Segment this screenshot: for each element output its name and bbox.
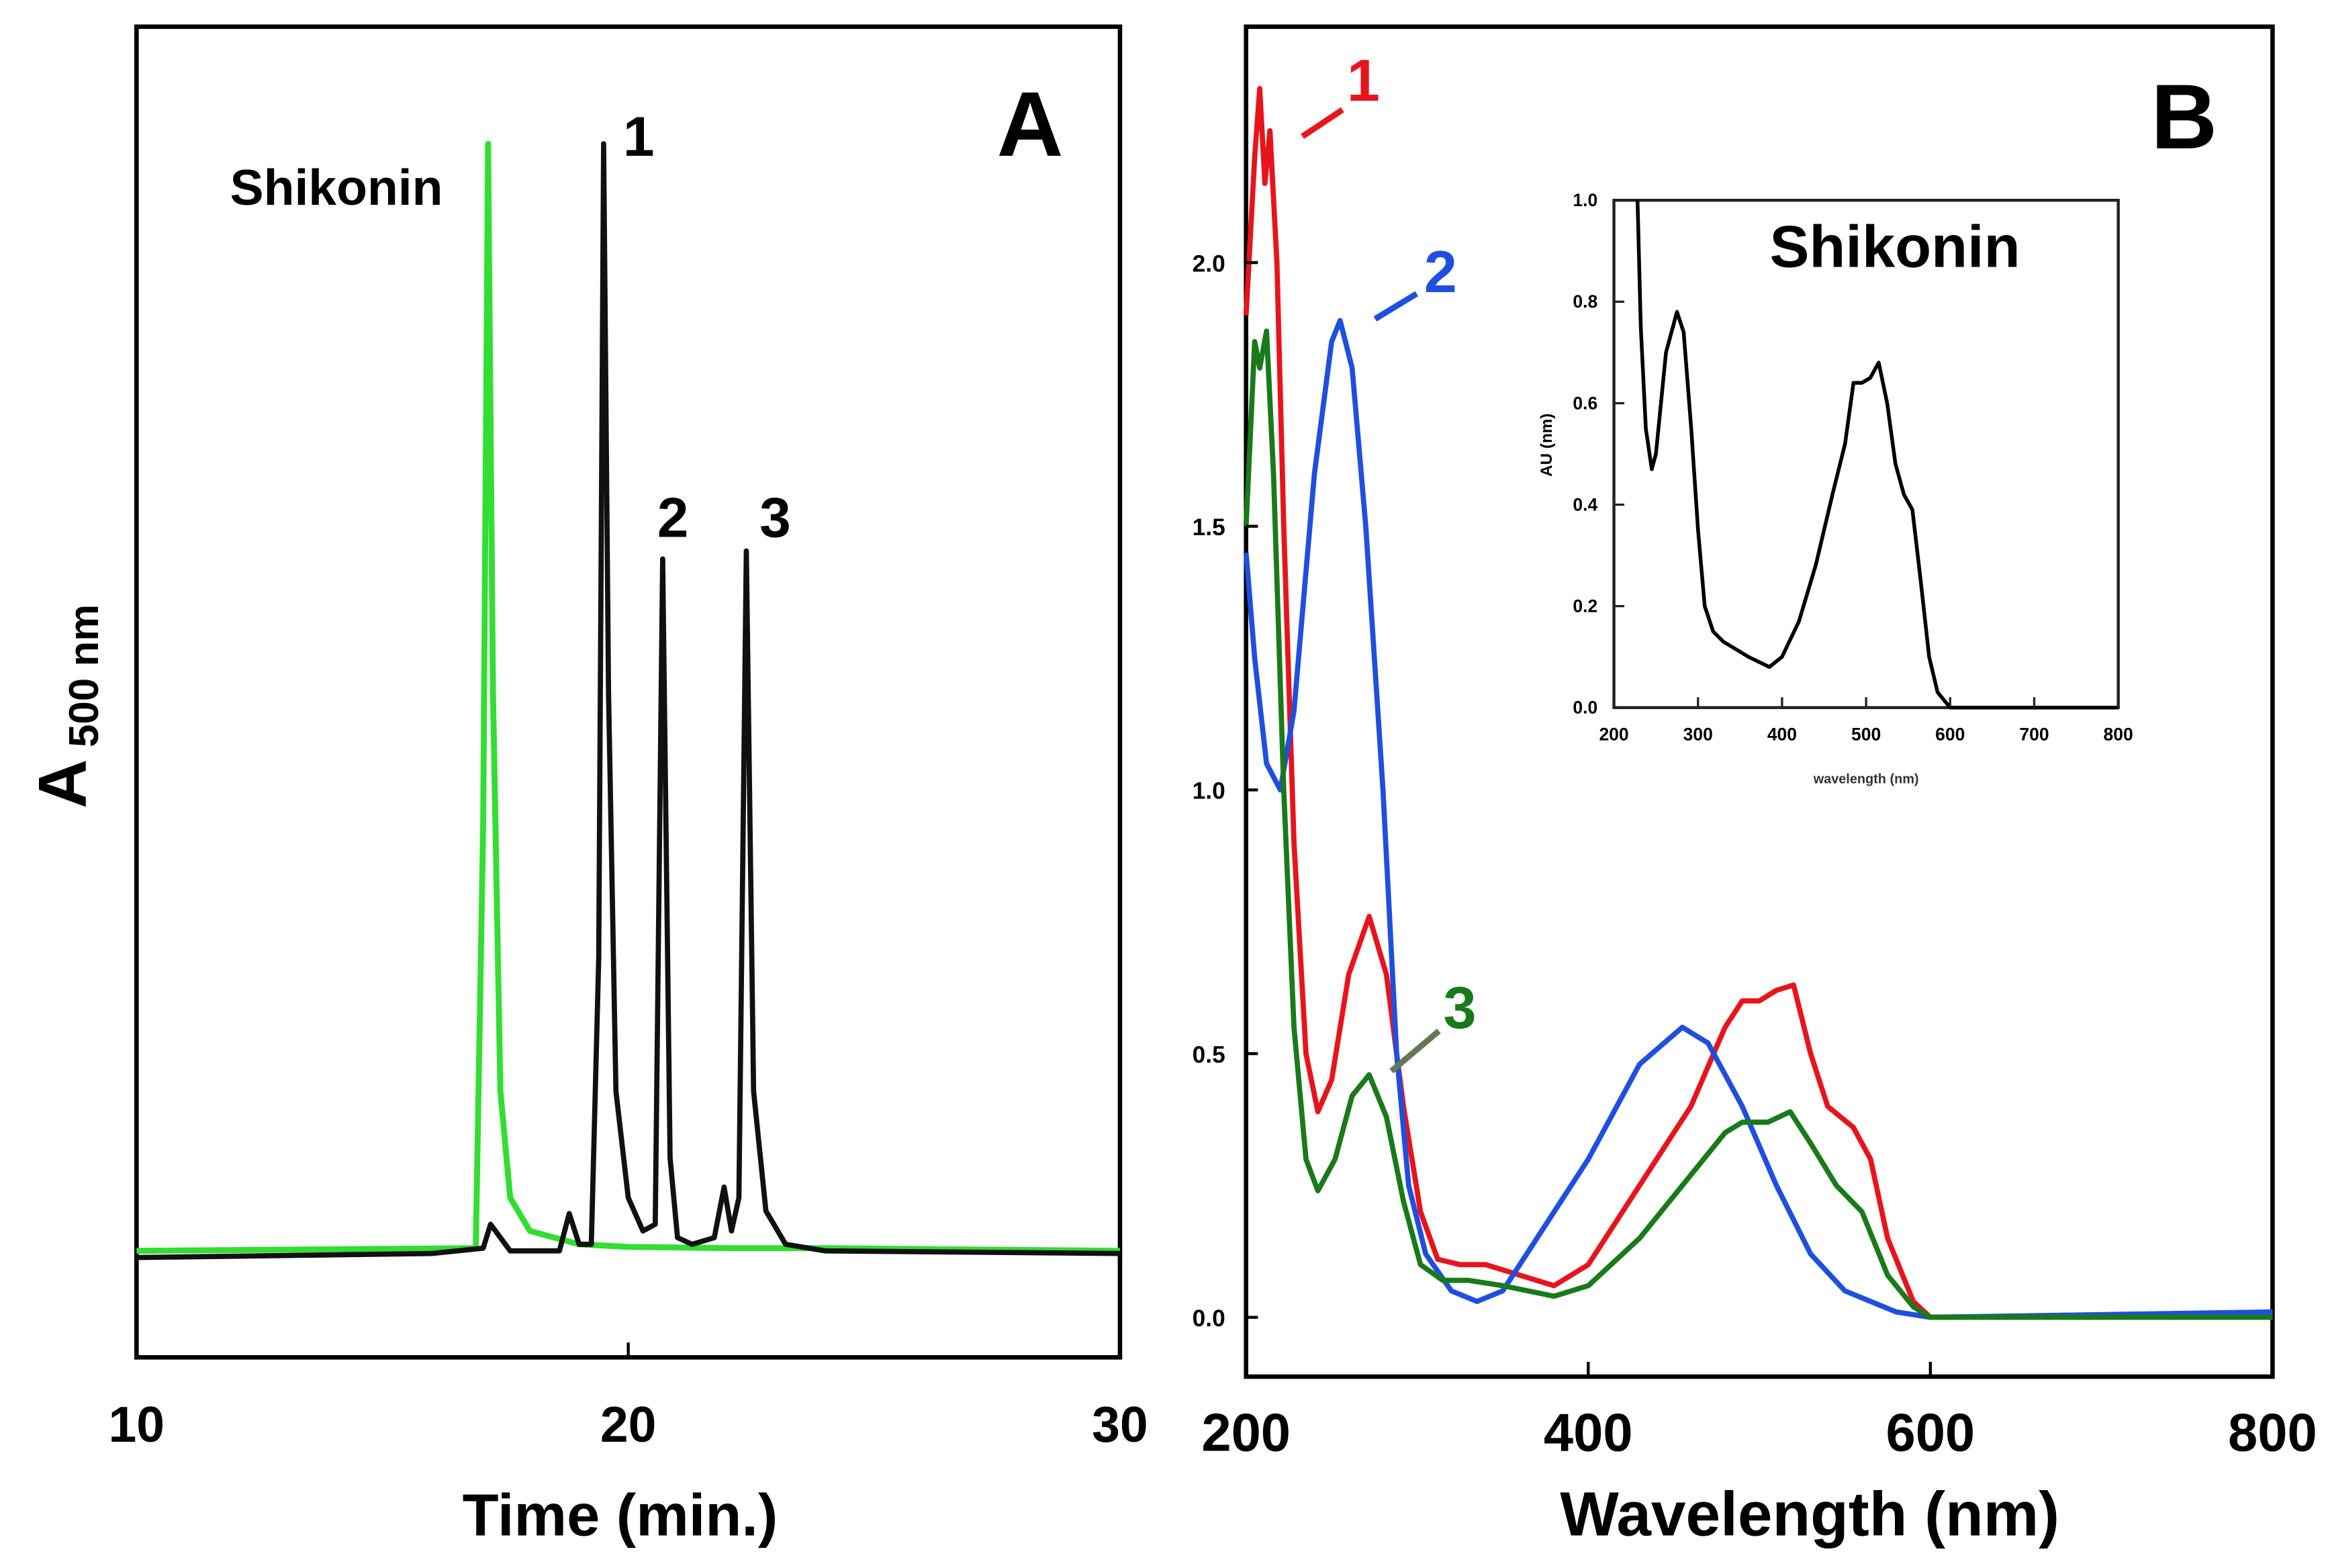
annotation-peak-3: 3 <box>759 486 791 549</box>
inset-x-tick-label: 500 <box>1851 724 1881 744</box>
annotation-peak-2: 2 <box>657 486 689 549</box>
y-tick-label: 1.5 <box>1193 514 1225 541</box>
inset-x-tick-label: 800 <box>2104 724 2133 744</box>
label-2-leader <box>1373 291 1419 322</box>
x-tick-label: 10 <box>109 1396 165 1452</box>
x-tick-label: 600 <box>1886 1402 1975 1462</box>
series-line-1 <box>1243 86 2273 1320</box>
inset-series-line-shikonin <box>1635 200 2119 710</box>
label-3-leader <box>1389 1028 1441 1074</box>
panel-b: 200 400 600 800 0.0 0.5 1.0 1.5 2.0 B 1 2 3 Wave… <box>1193 24 2317 1549</box>
annotation-peak-1: 1 <box>623 105 655 168</box>
y-tick-label: 0.5 <box>1193 1042 1225 1068</box>
x-tick-label: 30 <box>1092 1396 1148 1452</box>
panel-b-label: B <box>2151 66 2217 169</box>
y-axis-label-a: A 500 nm <box>24 604 107 809</box>
inset-y-tick-label: 0.8 <box>1573 291 1597 312</box>
inset-background <box>1535 181 2144 804</box>
series-label-1: 1 <box>1347 47 1380 113</box>
inset-frame <box>1612 199 2120 709</box>
panel-a-label: A <box>997 73 1064 176</box>
x-tick-label: 400 <box>1544 1402 1633 1462</box>
inset-y-tick-label: 0.4 <box>1573 494 1597 514</box>
inset-x-tick-label: 700 <box>2019 724 2049 744</box>
inset-title: Shikonin <box>1770 214 2020 280</box>
label-1-leader <box>1301 107 1344 139</box>
y-tick-label: 2.0 <box>1193 250 1225 277</box>
inset-x-tick-label: 200 <box>1599 724 1628 744</box>
inset-x-tick-label: 300 <box>1683 724 1713 744</box>
inset-chart: 200 300 400 500 600 700 8000.00.20.40.60.81.0 … <box>1535 181 2144 804</box>
x-axis-label-a: Time (min.) <box>463 1481 778 1548</box>
inset-x-axis-label: wavelength (nm) <box>1813 772 1919 786</box>
y-axis-label-sub: 500 nm <box>61 604 107 747</box>
annotation-shikonin: Shikonin <box>230 159 443 216</box>
panel-a: 10 20 30 A Shikonin 1 2 3 Time (min.) A 500… <box>24 24 1148 1548</box>
series-line-shikonin <box>136 140 1120 1254</box>
series-label-2: 2 <box>1424 238 1457 305</box>
panel-b-frame <box>1244 24 2275 1379</box>
series-line-3 <box>1243 328 2273 1320</box>
y-tick-label: 1.0 <box>1193 778 1225 804</box>
y-axis-label-main: A <box>24 759 101 809</box>
x-tick-label: 800 <box>2228 1402 2317 1462</box>
x-tick-label: 200 <box>1201 1402 1291 1462</box>
panel-a-frame <box>134 24 1123 1360</box>
inset-y-tick-label: 0.0 <box>1573 698 1597 718</box>
series-line-sample <box>136 141 1120 1260</box>
series-line-2 <box>1243 318 2273 1320</box>
x-tick-label: 20 <box>600 1396 657 1452</box>
inset-x-tick-label: 600 <box>1935 724 1965 744</box>
inset-y-axis-label: AU (nm) <box>1538 414 1556 477</box>
inset-y-tick-label: 0.2 <box>1573 596 1597 616</box>
series-label-3: 3 <box>1444 974 1477 1041</box>
inset-y-tick-label: 1.0 <box>1573 190 1597 210</box>
x-axis-label-b: Wavelength (nm) <box>1560 1479 2059 1549</box>
y-tick-label: 0.0 <box>1193 1305 1225 1332</box>
inset-x-tick-label: 400 <box>1767 724 1797 744</box>
inset-y-tick-label: 0.6 <box>1573 393 1597 413</box>
